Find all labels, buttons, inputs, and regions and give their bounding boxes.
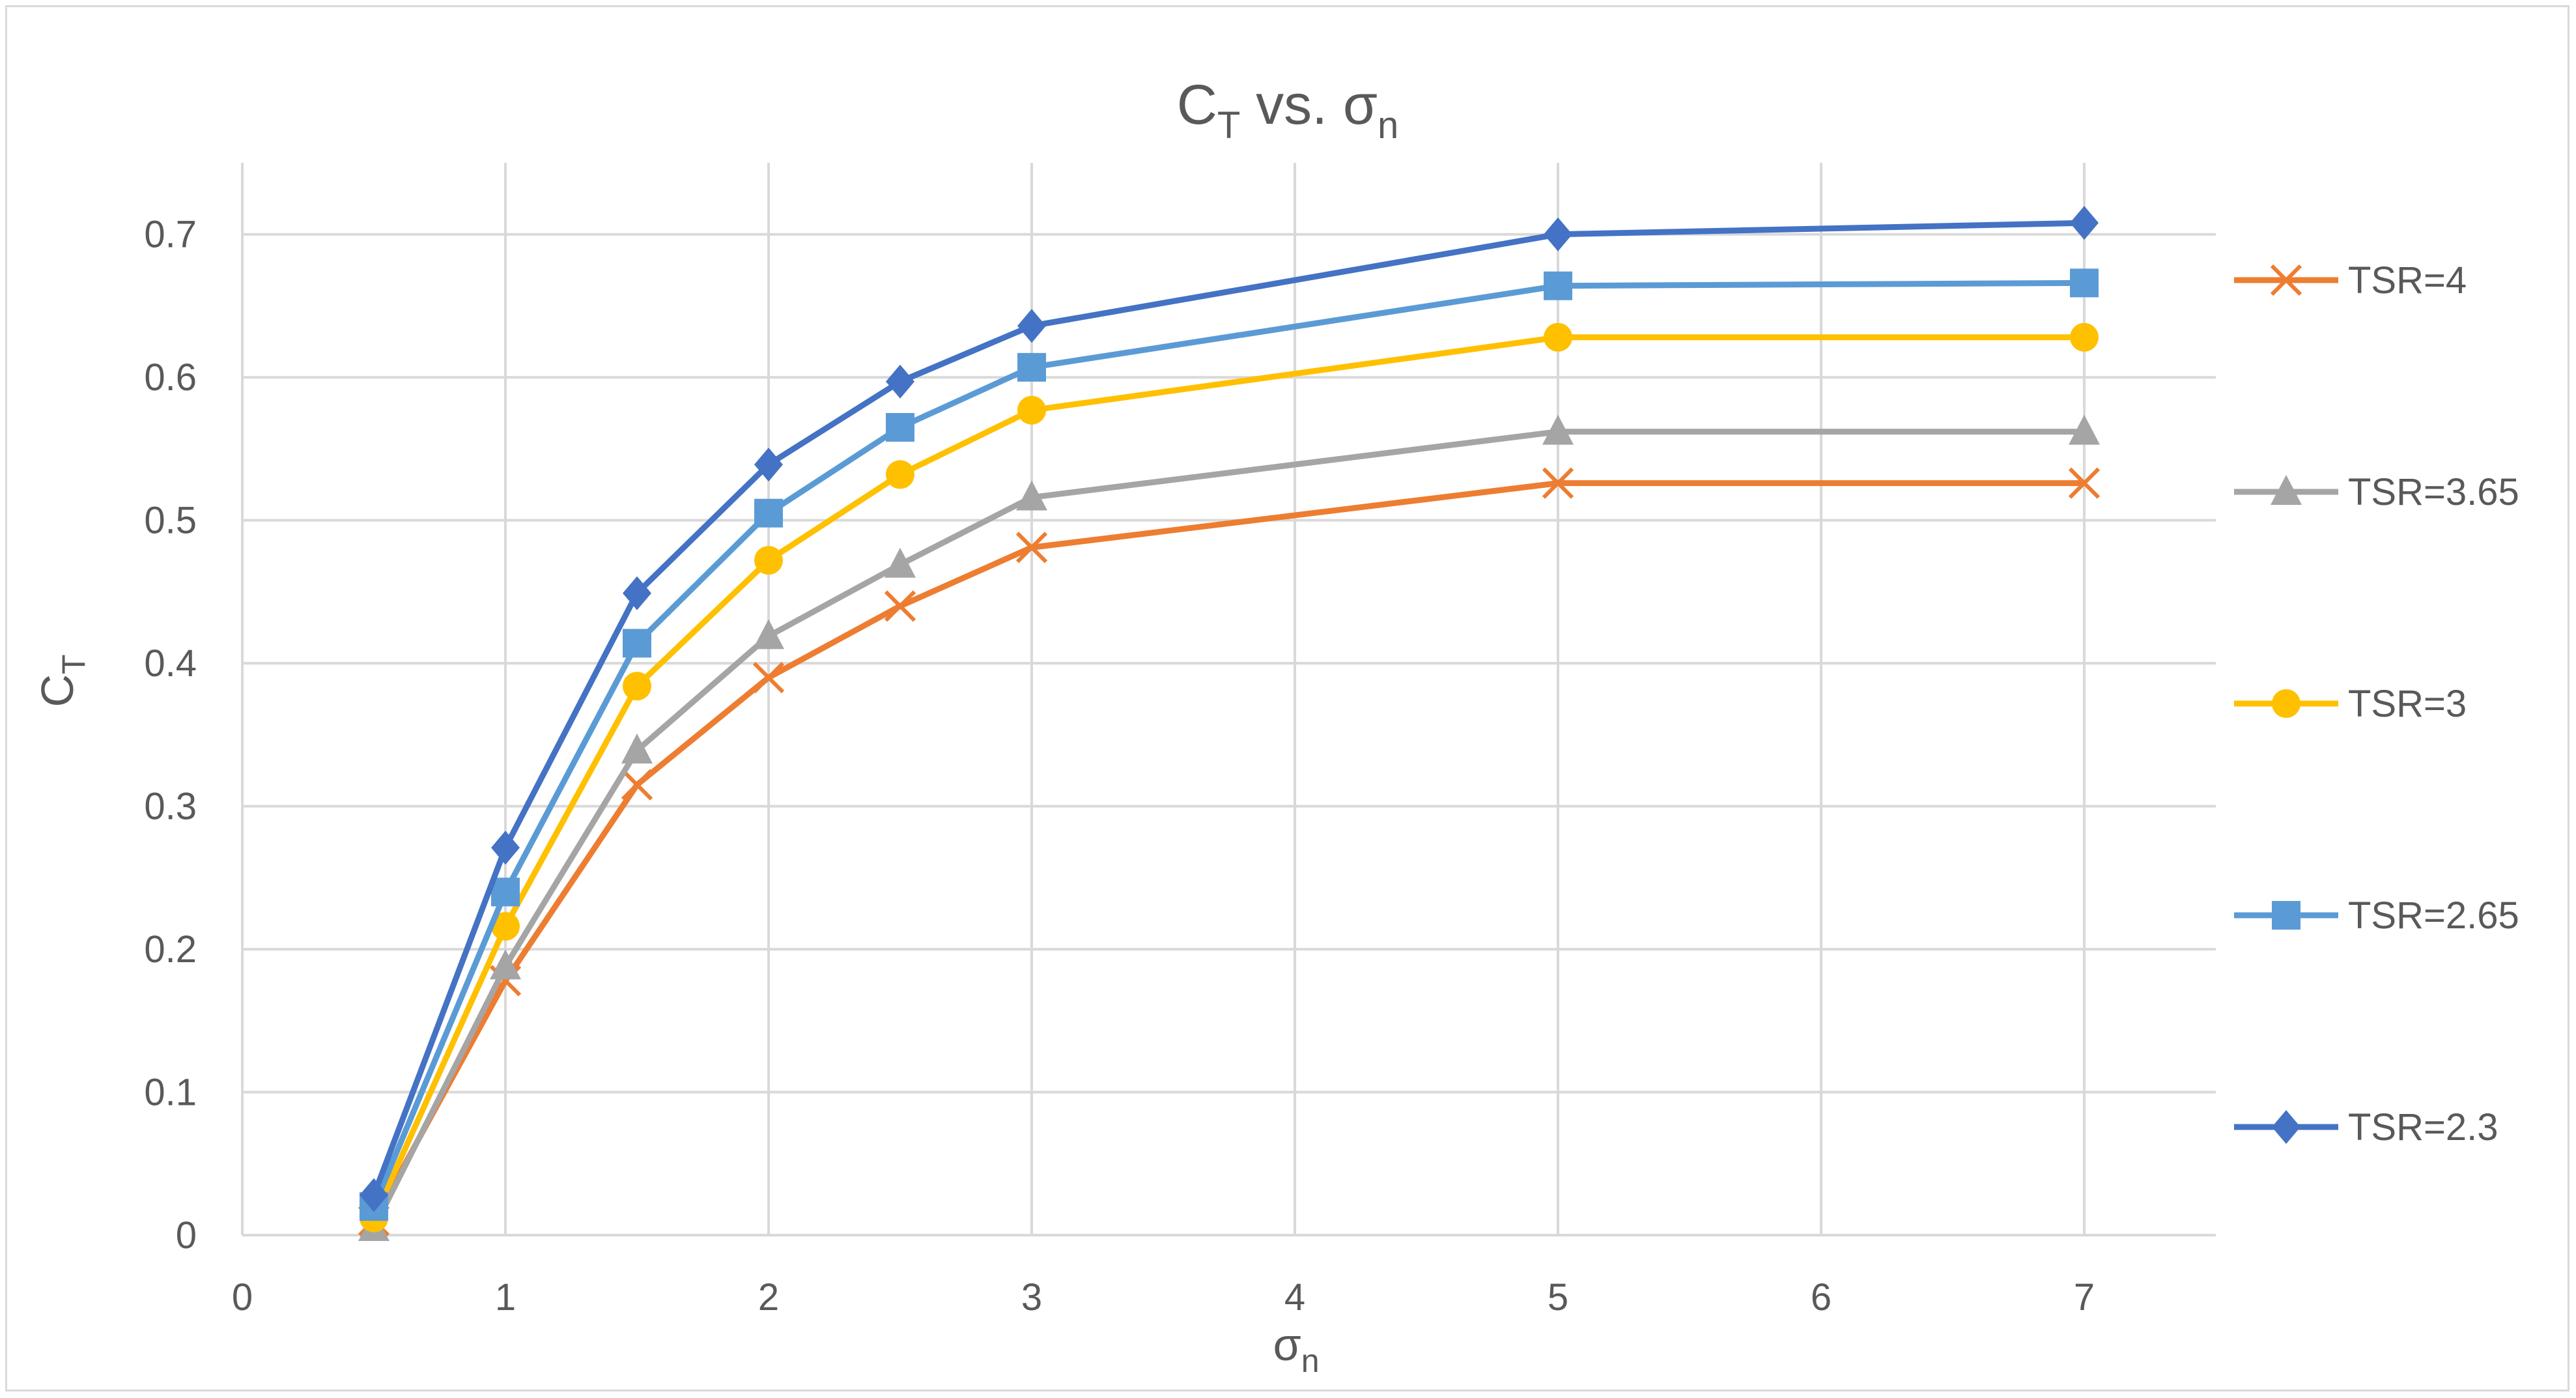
x-tick-label: 1 [495, 1276, 516, 1319]
series-line [371, 480, 2084, 1223]
y-tick-label: 0.6 [144, 356, 197, 399]
data-point [623, 629, 651, 658]
data-point [754, 546, 783, 575]
x-tick-label: 6 [1811, 1276, 1832, 1319]
y-axis-label: CT [32, 654, 92, 707]
legend-marker [2272, 901, 2300, 930]
x-tick-label: 2 [758, 1276, 779, 1319]
y-tick-label: 0.7 [144, 214, 197, 256]
data-point [2068, 467, 2101, 499]
series-line [371, 279, 2085, 1208]
data-point [2069, 414, 2100, 445]
data-point [360, 1178, 388, 1212]
data-point [884, 590, 916, 622]
legend-marker [2272, 1110, 2300, 1144]
data-point [886, 364, 914, 399]
x-tick-label: 7 [2074, 1276, 2095, 1319]
data-point [1542, 414, 1574, 445]
data-point [623, 576, 651, 610]
data-point [2070, 206, 2099, 240]
legend-label: TSR=3.65 [2348, 471, 2519, 513]
legend-marker [2270, 264, 2302, 296]
legend-marker [2272, 689, 2300, 718]
data-point [491, 831, 520, 865]
data-point [753, 619, 784, 649]
series-tsr-2-65 [360, 268, 2099, 1221]
data-point [621, 734, 653, 764]
x-tick-label: 4 [1284, 1276, 1305, 1319]
y-tick-label: 0.4 [144, 642, 197, 685]
data-point [886, 413, 914, 442]
data-point [621, 769, 653, 801]
legend: TSR=4 TSR=3.65 TSR=3 TSR=2.65 TSR=2.3 [2234, 259, 2519, 1148]
y-tick-label: 0.1 [144, 1072, 197, 1114]
legend-label: TSR=3 [2348, 683, 2467, 725]
data-point [754, 448, 783, 482]
data-point [2070, 268, 2099, 298]
legend-marker [2271, 475, 2302, 505]
x-axis-ticks: 0 1 2 3 4 5 6 7 [232, 1276, 2095, 1319]
data-point [1017, 352, 1046, 382]
data-point [1017, 309, 1046, 343]
legend-label: TSR=4 [2348, 259, 2467, 302]
data-point [623, 672, 651, 701]
data-point [1017, 395, 1046, 425]
x-axis-label: σn [1273, 1319, 1319, 1379]
data-point [491, 877, 520, 907]
data-point [1015, 532, 1048, 563]
chart-area [5, 5, 2569, 1391]
y-tick-label: 0.5 [144, 500, 197, 542]
x-tick-label: 5 [1548, 1276, 1568, 1319]
series-tsr-2-3 [360, 206, 2099, 1212]
data-point [1544, 217, 1572, 251]
legend-label: TSR=2.3 [2348, 1106, 2498, 1148]
x-tick-label: 3 [1021, 1276, 1042, 1319]
series-line [371, 429, 2084, 1230]
chart-title: CT vs. σn [1177, 74, 1399, 147]
data-point [886, 460, 914, 489]
series-line [371, 334, 2084, 1220]
series-line [371, 220, 2085, 1197]
series-tsr-3-65 [358, 414, 2100, 1242]
legend-entry-tsr-3: TSR=3 [2234, 683, 2467, 725]
data-point [1016, 480, 1047, 511]
series-layer [358, 206, 2101, 1242]
series-tsr-4 [358, 467, 2101, 1237]
y-tick-label: 0.3 [144, 786, 197, 828]
legend-entry-tsr-2-65: TSR=2.65 [2234, 894, 2519, 937]
legend-entry-tsr-3-65: TSR=3.65 [2234, 471, 2519, 513]
data-point [490, 949, 521, 980]
data-point [885, 547, 916, 578]
data-point [1544, 271, 1572, 300]
gridlines [241, 163, 2216, 1236]
data-point [754, 498, 783, 528]
legend-entry-tsr-2-3: TSR=2.3 [2234, 1106, 2498, 1148]
data-point [1544, 322, 1572, 352]
x-tick-label: 0 [232, 1276, 253, 1319]
legend-label: TSR=2.65 [2348, 894, 2519, 937]
data-point [2070, 322, 2099, 352]
y-axis-ticks: 0 0.1 0.2 0.3 0.4 0.5 0.6 0.7 [144, 214, 197, 1257]
data-point [1542, 467, 1574, 499]
y-tick-label: 0 [176, 1214, 197, 1257]
data-point [491, 911, 520, 941]
data-point [752, 661, 785, 694]
y-tick-label: 0.2 [144, 928, 197, 971]
legend-entry-tsr-4: TSR=4 [2234, 259, 2467, 302]
